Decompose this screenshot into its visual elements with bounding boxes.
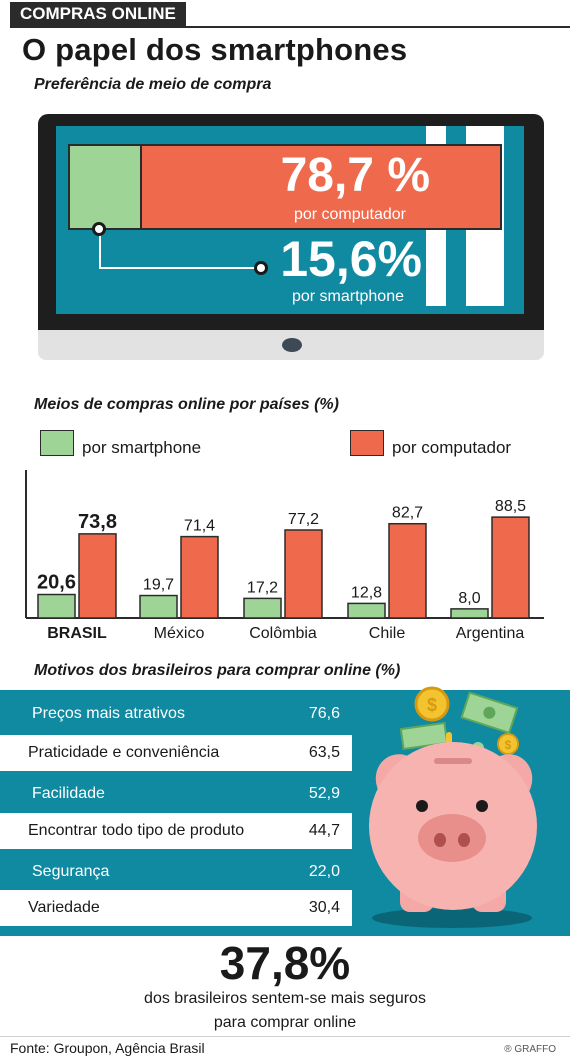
reason-label: Variedade bbox=[28, 899, 100, 916]
computer-label: por computador bbox=[293, 206, 406, 223]
bar-value-label: 19,7 bbox=[143, 577, 174, 594]
bar-smartphone bbox=[139, 594, 178, 619]
svg-text:$: $ bbox=[427, 695, 437, 715]
bar-computer bbox=[284, 529, 323, 619]
legend-label-computer: por computador bbox=[392, 438, 512, 457]
reason-label: Praticidade e conveniência bbox=[28, 744, 220, 761]
reason-row: Praticidade e conveniência 63,5 bbox=[0, 735, 352, 771]
legend-swatch-computer bbox=[350, 430, 384, 456]
reason-row: Variedade 30,4 bbox=[0, 890, 352, 926]
bar-value-label: 17,2 bbox=[247, 579, 278, 596]
bar-smartphone bbox=[347, 602, 386, 619]
monitor-power-icon bbox=[282, 338, 302, 352]
connector-line bbox=[99, 230, 262, 269]
page-title: O papel dos smartphones bbox=[22, 32, 408, 67]
reason-value: 44,7 bbox=[308, 822, 340, 839]
reason-row: Facilidade 52,9 bbox=[0, 776, 352, 812]
bar-smartphone bbox=[37, 593, 76, 619]
bar-chart: 20,6 73,8 BRASIL 19,7 71,4 México 17,2 77,2 Colô… bbox=[25, 470, 544, 642]
chart-title: Meios de compras online por países (%) bbox=[34, 396, 339, 413]
reason-row: Encontrar todo tipo de produto 44,7 bbox=[0, 813, 352, 849]
category-label: Argentina bbox=[456, 625, 525, 642]
bar-value-label: 77,2 bbox=[288, 511, 319, 528]
reason-value: 76,6 bbox=[308, 705, 340, 722]
smartphone-share-block bbox=[68, 144, 142, 230]
legend-label-smartphone: por smartphone bbox=[82, 438, 202, 457]
smartphone-percentage: 15,6% bbox=[280, 231, 422, 287]
reason-row: Segurança 22,0 bbox=[0, 854, 352, 890]
reason-value: 52,9 bbox=[308, 785, 340, 802]
legend-swatch-smartphone bbox=[40, 430, 74, 456]
reason-value: 22,0 bbox=[308, 863, 340, 880]
bar-computer bbox=[491, 516, 530, 619]
reason-label: Segurança bbox=[32, 863, 110, 880]
computer-share-block bbox=[142, 144, 502, 230]
smartphone-label: por smartphone bbox=[291, 288, 404, 305]
reason-value: 30,4 bbox=[308, 899, 340, 916]
reason-value: 63,5 bbox=[308, 744, 340, 761]
bar-value-label: 71,4 bbox=[184, 518, 215, 535]
piggy-bank-icon: $ $ bbox=[369, 686, 537, 928]
computer-percentage: 78,7 % bbox=[280, 149, 430, 202]
reason-label: Preços mais atrativos bbox=[32, 705, 185, 722]
bar-smartphone bbox=[450, 608, 489, 619]
category-label: Chile bbox=[369, 625, 406, 642]
reason-label: Encontrar todo tipo de produto bbox=[28, 822, 245, 839]
category-label: México bbox=[154, 625, 205, 642]
reasons-subtitle: Motivos dos brasileiros para comprar onl… bbox=[34, 662, 401, 679]
bar-smartphone bbox=[243, 597, 282, 619]
bar-computer bbox=[388, 522, 427, 619]
category-label: BRASIL bbox=[47, 625, 107, 642]
security-stat: 37,8% bbox=[219, 937, 351, 989]
connector-dot-end bbox=[254, 261, 268, 275]
category-label: Colômbia bbox=[249, 625, 317, 642]
publisher-logo: ® GRAFFO bbox=[504, 1044, 556, 1055]
security-stat-line1: dos brasileiros sentem-se mais seguros bbox=[144, 990, 426, 1007]
bar-computer bbox=[180, 535, 219, 619]
security-stat-line2: para comprar online bbox=[213, 1014, 357, 1031]
bar-value-label: 12,8 bbox=[351, 584, 382, 601]
bar-value-label: 73,8 bbox=[78, 511, 117, 533]
bar-computer bbox=[78, 533, 117, 619]
preference-subtitle: Preferência de meio de compra bbox=[34, 76, 272, 93]
bar-value-label: 82,7 bbox=[392, 505, 423, 522]
connector-dot-start bbox=[92, 222, 106, 236]
footer-rule bbox=[0, 1036, 570, 1037]
reason-label: Facilidade bbox=[32, 785, 105, 802]
source-credit: Fonte: Groupon, Agência Brasil bbox=[10, 1040, 205, 1056]
reason-row: Preços mais atrativos 76,6 bbox=[0, 696, 352, 732]
bar-value-label: 20,6 bbox=[37, 572, 76, 594]
bar-value-label: 88,5 bbox=[495, 498, 526, 515]
section-tag: COMPRAS ONLINE bbox=[10, 2, 186, 26]
header-rule bbox=[10, 26, 570, 28]
bar-value-label: 8,0 bbox=[458, 590, 480, 607]
svg-text:$: $ bbox=[505, 738, 512, 752]
